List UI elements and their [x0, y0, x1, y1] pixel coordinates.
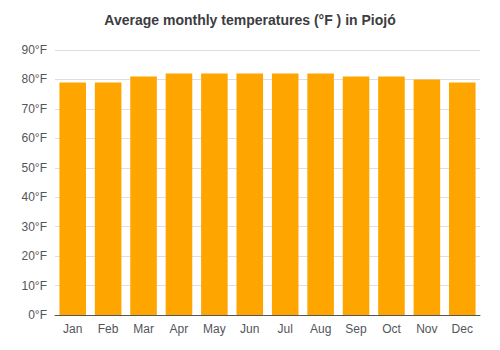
svg-text:Nov: Nov: [416, 322, 437, 336]
svg-text:Sep: Sep: [345, 322, 367, 336]
svg-text:40°F: 40°F: [22, 190, 47, 204]
svg-text:Jan: Jan: [63, 322, 82, 336]
svg-text:May: May: [203, 322, 226, 336]
svg-text:80°F: 80°F: [22, 72, 47, 86]
svg-text:Mar: Mar: [133, 322, 154, 336]
svg-text:Average monthly temperatures (: Average monthly temperatures (°F ) in Pi…: [104, 12, 395, 28]
svg-text:Aug: Aug: [310, 322, 331, 336]
svg-text:Jun: Jun: [240, 322, 259, 336]
svg-text:Apr: Apr: [170, 322, 189, 336]
svg-text:60°F: 60°F: [22, 131, 47, 145]
svg-text:Feb: Feb: [98, 322, 119, 336]
svg-text:Oct: Oct: [382, 322, 401, 336]
svg-text:90°F: 90°F: [22, 43, 47, 57]
svg-text:10°F: 10°F: [22, 279, 47, 293]
svg-text:50°F: 50°F: [22, 161, 47, 175]
svg-text:70°F: 70°F: [22, 102, 47, 116]
svg-text:Dec: Dec: [452, 322, 473, 336]
svg-text:20°F: 20°F: [22, 249, 47, 263]
svg-text:30°F: 30°F: [22, 220, 47, 234]
svg-text:0°F: 0°F: [28, 308, 47, 322]
svg-text:Jul: Jul: [278, 322, 293, 336]
